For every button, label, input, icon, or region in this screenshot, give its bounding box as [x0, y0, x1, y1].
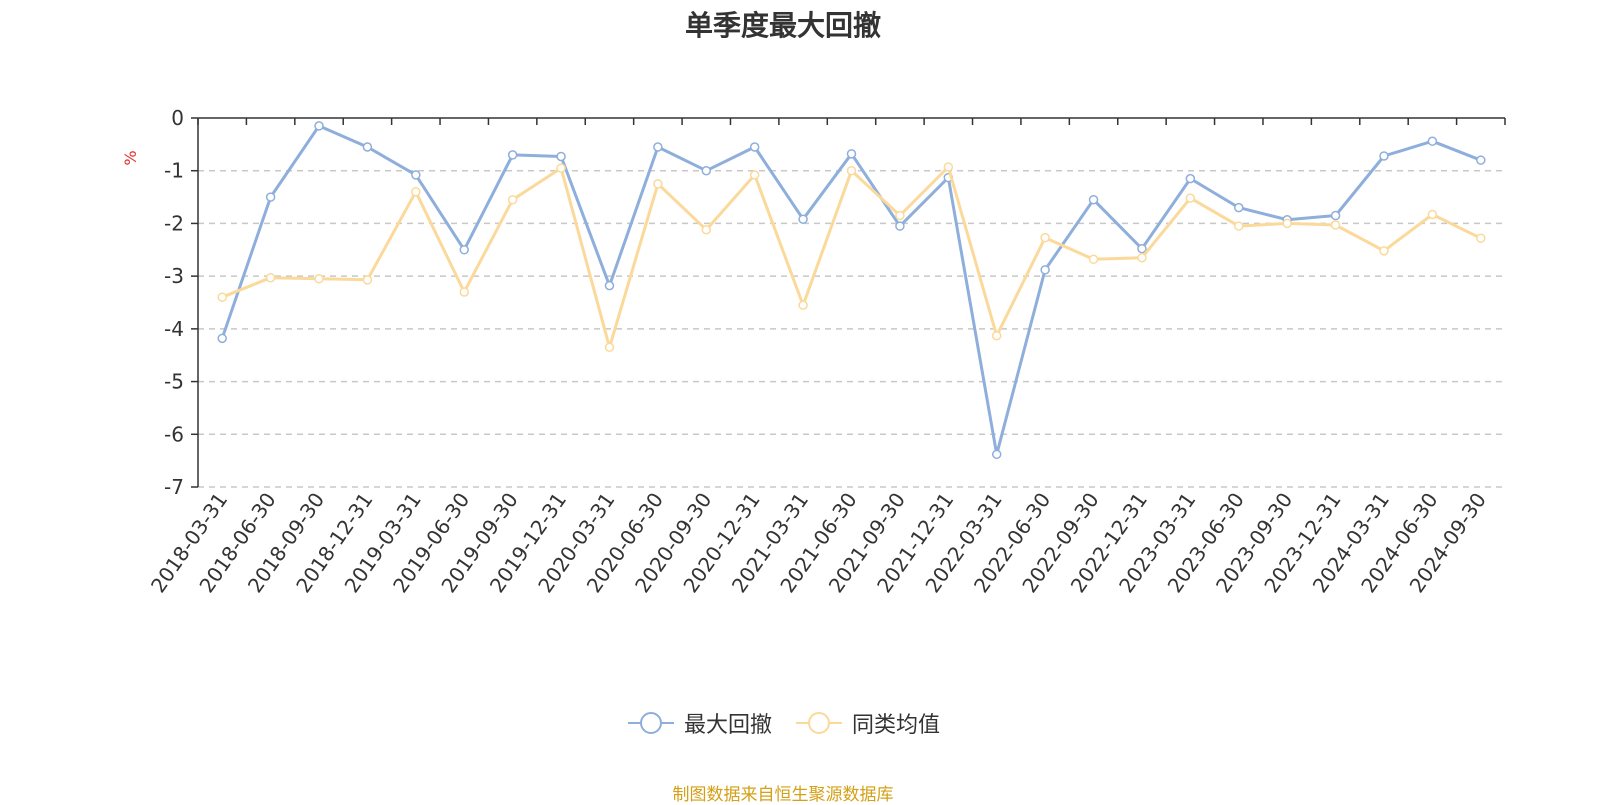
- data-point: [604, 280, 615, 291]
- data-point: [1330, 210, 1341, 221]
- legend-marker-icon: [627, 712, 674, 734]
- data-point: [459, 287, 469, 297]
- data-point: [1330, 220, 1341, 230]
- data-point: [1379, 151, 1389, 161]
- data-point: [1040, 232, 1050, 243]
- legend-item[interactable]: 同类均值: [794, 707, 940, 739]
- data-point: [314, 121, 324, 131]
- axis-layer: 0-1-2-3-4-5-6-72018-03-312018-06-302018-…: [146, 106, 1506, 597]
- data-point: [1137, 252, 1147, 263]
- y-tick-label: -5: [164, 370, 184, 394]
- y-tick-label: 0: [171, 106, 184, 130]
- data-point: [701, 225, 712, 235]
- series-2: [217, 162, 1486, 353]
- data-point: [217, 292, 227, 302]
- data-point: [1185, 173, 1196, 184]
- legend-label: 最大回撤: [683, 713, 772, 738]
- data-point: [749, 170, 760, 180]
- data-point: [991, 330, 1002, 341]
- data-point: [507, 194, 518, 205]
- source-note: 制图数据来自恒生聚源数据库: [672, 785, 894, 805]
- data-point: [653, 142, 663, 152]
- legend: 最大回撤 同类均值: [0, 707, 1566, 739]
- series-layer: [217, 121, 1486, 460]
- data-point: [1234, 202, 1244, 213]
- data-point: [1427, 209, 1438, 220]
- y-axis-label: %: [121, 150, 140, 165]
- data-point: [507, 150, 518, 160]
- data-point: [701, 165, 712, 176]
- data-point: [411, 170, 421, 180]
- data-point: [1282, 218, 1292, 229]
- y-tick-label: -2: [164, 211, 184, 235]
- data-point: [1185, 193, 1196, 203]
- data-point: [411, 187, 421, 197]
- data-point: [1379, 246, 1389, 256]
- data-point: [217, 333, 227, 344]
- data-point: [362, 142, 373, 152]
- y-tick-label: -6: [164, 422, 184, 446]
- legend-circle: [639, 712, 662, 734]
- data-point: [1476, 155, 1486, 165]
- data-point: [556, 151, 566, 162]
- data-point: [798, 300, 808, 310]
- data-point: [1427, 136, 1438, 146]
- data-point: [1234, 221, 1244, 231]
- series-line: [221, 165, 1482, 349]
- data-point: [265, 272, 276, 283]
- series-1: [217, 121, 1486, 460]
- data-point: [846, 149, 857, 159]
- data-point: [362, 275, 373, 285]
- data-point: [1137, 243, 1147, 254]
- legend-circle: [808, 712, 830, 734]
- data-point: [895, 210, 905, 221]
- legend-item[interactable]: 最大回撤: [626, 707, 772, 739]
- data-point: [459, 245, 469, 255]
- data-point: [556, 163, 566, 173]
- data-point: [1088, 254, 1099, 265]
- data-point: [895, 221, 905, 231]
- y-tick-label: -7: [164, 475, 184, 499]
- data-point: [314, 274, 324, 284]
- y-tick-label: -3: [164, 264, 184, 288]
- data-point: [604, 342, 615, 353]
- data-point: [991, 449, 1002, 460]
- y-tick-label: -4: [164, 317, 184, 341]
- data-point: [846, 165, 857, 176]
- data-point: [653, 179, 663, 189]
- data-point: [1088, 194, 1099, 205]
- data-point: [1040, 265, 1050, 275]
- chart-title: 单季度最大回撤: [684, 9, 881, 42]
- data-point: [798, 214, 808, 224]
- legend-label: 同类均值: [852, 713, 941, 738]
- data-point: [749, 142, 760, 152]
- data-point: [1476, 233, 1486, 243]
- data-point: [265, 192, 276, 202]
- data-point: [943, 162, 954, 172]
- legend-marker-icon: [796, 712, 842, 734]
- y-tick-label: -1: [164, 159, 184, 183]
